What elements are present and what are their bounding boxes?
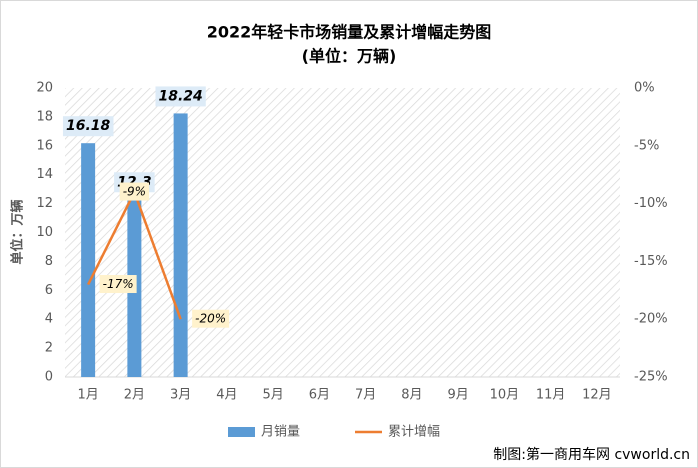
x-tick-label: 4月 xyxy=(216,388,237,403)
y2-tick-label: -15% xyxy=(634,254,668,269)
bar-value-label: 16.18 xyxy=(66,118,111,134)
x-tick-label: 12月 xyxy=(582,388,612,403)
x-tick-label: 2月 xyxy=(124,388,145,403)
x-tick-label: 5月 xyxy=(262,388,283,403)
y-tick-label: 14 xyxy=(36,167,53,182)
bar xyxy=(81,143,96,377)
y-axis-label: 单位：万辆 xyxy=(10,199,26,264)
y-tick-label: 20 xyxy=(36,81,53,96)
y2-tick-label: 0% xyxy=(634,81,655,96)
y-tick-label: 18 xyxy=(36,109,53,124)
x-tick-label: 7月 xyxy=(355,388,376,403)
legend-label: 累计增幅 xyxy=(388,425,440,440)
line-value-label-bg xyxy=(99,275,137,294)
y-tick-label: 16 xyxy=(36,138,53,153)
bar xyxy=(173,113,188,377)
line-value-label-bg xyxy=(119,182,150,201)
y2-tick-label: -25% xyxy=(634,370,668,385)
y-tick-label: 12 xyxy=(36,196,53,211)
chart-title: 2022年轻卡市场销量及累计增幅走势图 xyxy=(207,23,492,42)
x-tick-label: 9月 xyxy=(447,388,468,403)
x-tick-label: 1月 xyxy=(77,388,98,403)
chart-subtitle: (单位：万辆) xyxy=(302,47,397,66)
bar-value-label-bg xyxy=(62,116,114,137)
y-tick-label: 2 xyxy=(45,341,53,356)
bar-value-label-bg xyxy=(155,86,206,107)
line-value-label: -17% xyxy=(103,277,134,291)
x-tick-label: 8月 xyxy=(401,388,422,403)
bar-value-label: 18.24 xyxy=(158,88,202,104)
y-tick-label: 8 xyxy=(45,254,53,269)
legend-label: 月销量 xyxy=(261,425,300,440)
y-tick-label: 4 xyxy=(45,312,53,327)
plot-area xyxy=(65,88,620,377)
y2-tick-label: -5% xyxy=(634,138,659,153)
x-tick-label: 6月 xyxy=(309,388,330,403)
line-value-label-bg xyxy=(192,309,230,328)
line-value-label: -20% xyxy=(195,312,226,326)
legend-swatch xyxy=(228,427,255,437)
x-tick-label: 3月 xyxy=(170,388,191,403)
line-value-label: -9% xyxy=(123,185,146,199)
y2-tick-label: -20% xyxy=(634,312,668,327)
x-tick-label: 11月 xyxy=(536,388,566,403)
x-tick-label: 10月 xyxy=(490,388,520,403)
y-tick-label: 6 xyxy=(45,283,53,298)
y-tick-label: 10 xyxy=(36,225,53,240)
y-tick-label: 0 xyxy=(45,370,53,385)
source-note: 制图:第一商用车网 cvworld.cn xyxy=(493,446,690,463)
y2-tick-label: -10% xyxy=(634,196,668,211)
